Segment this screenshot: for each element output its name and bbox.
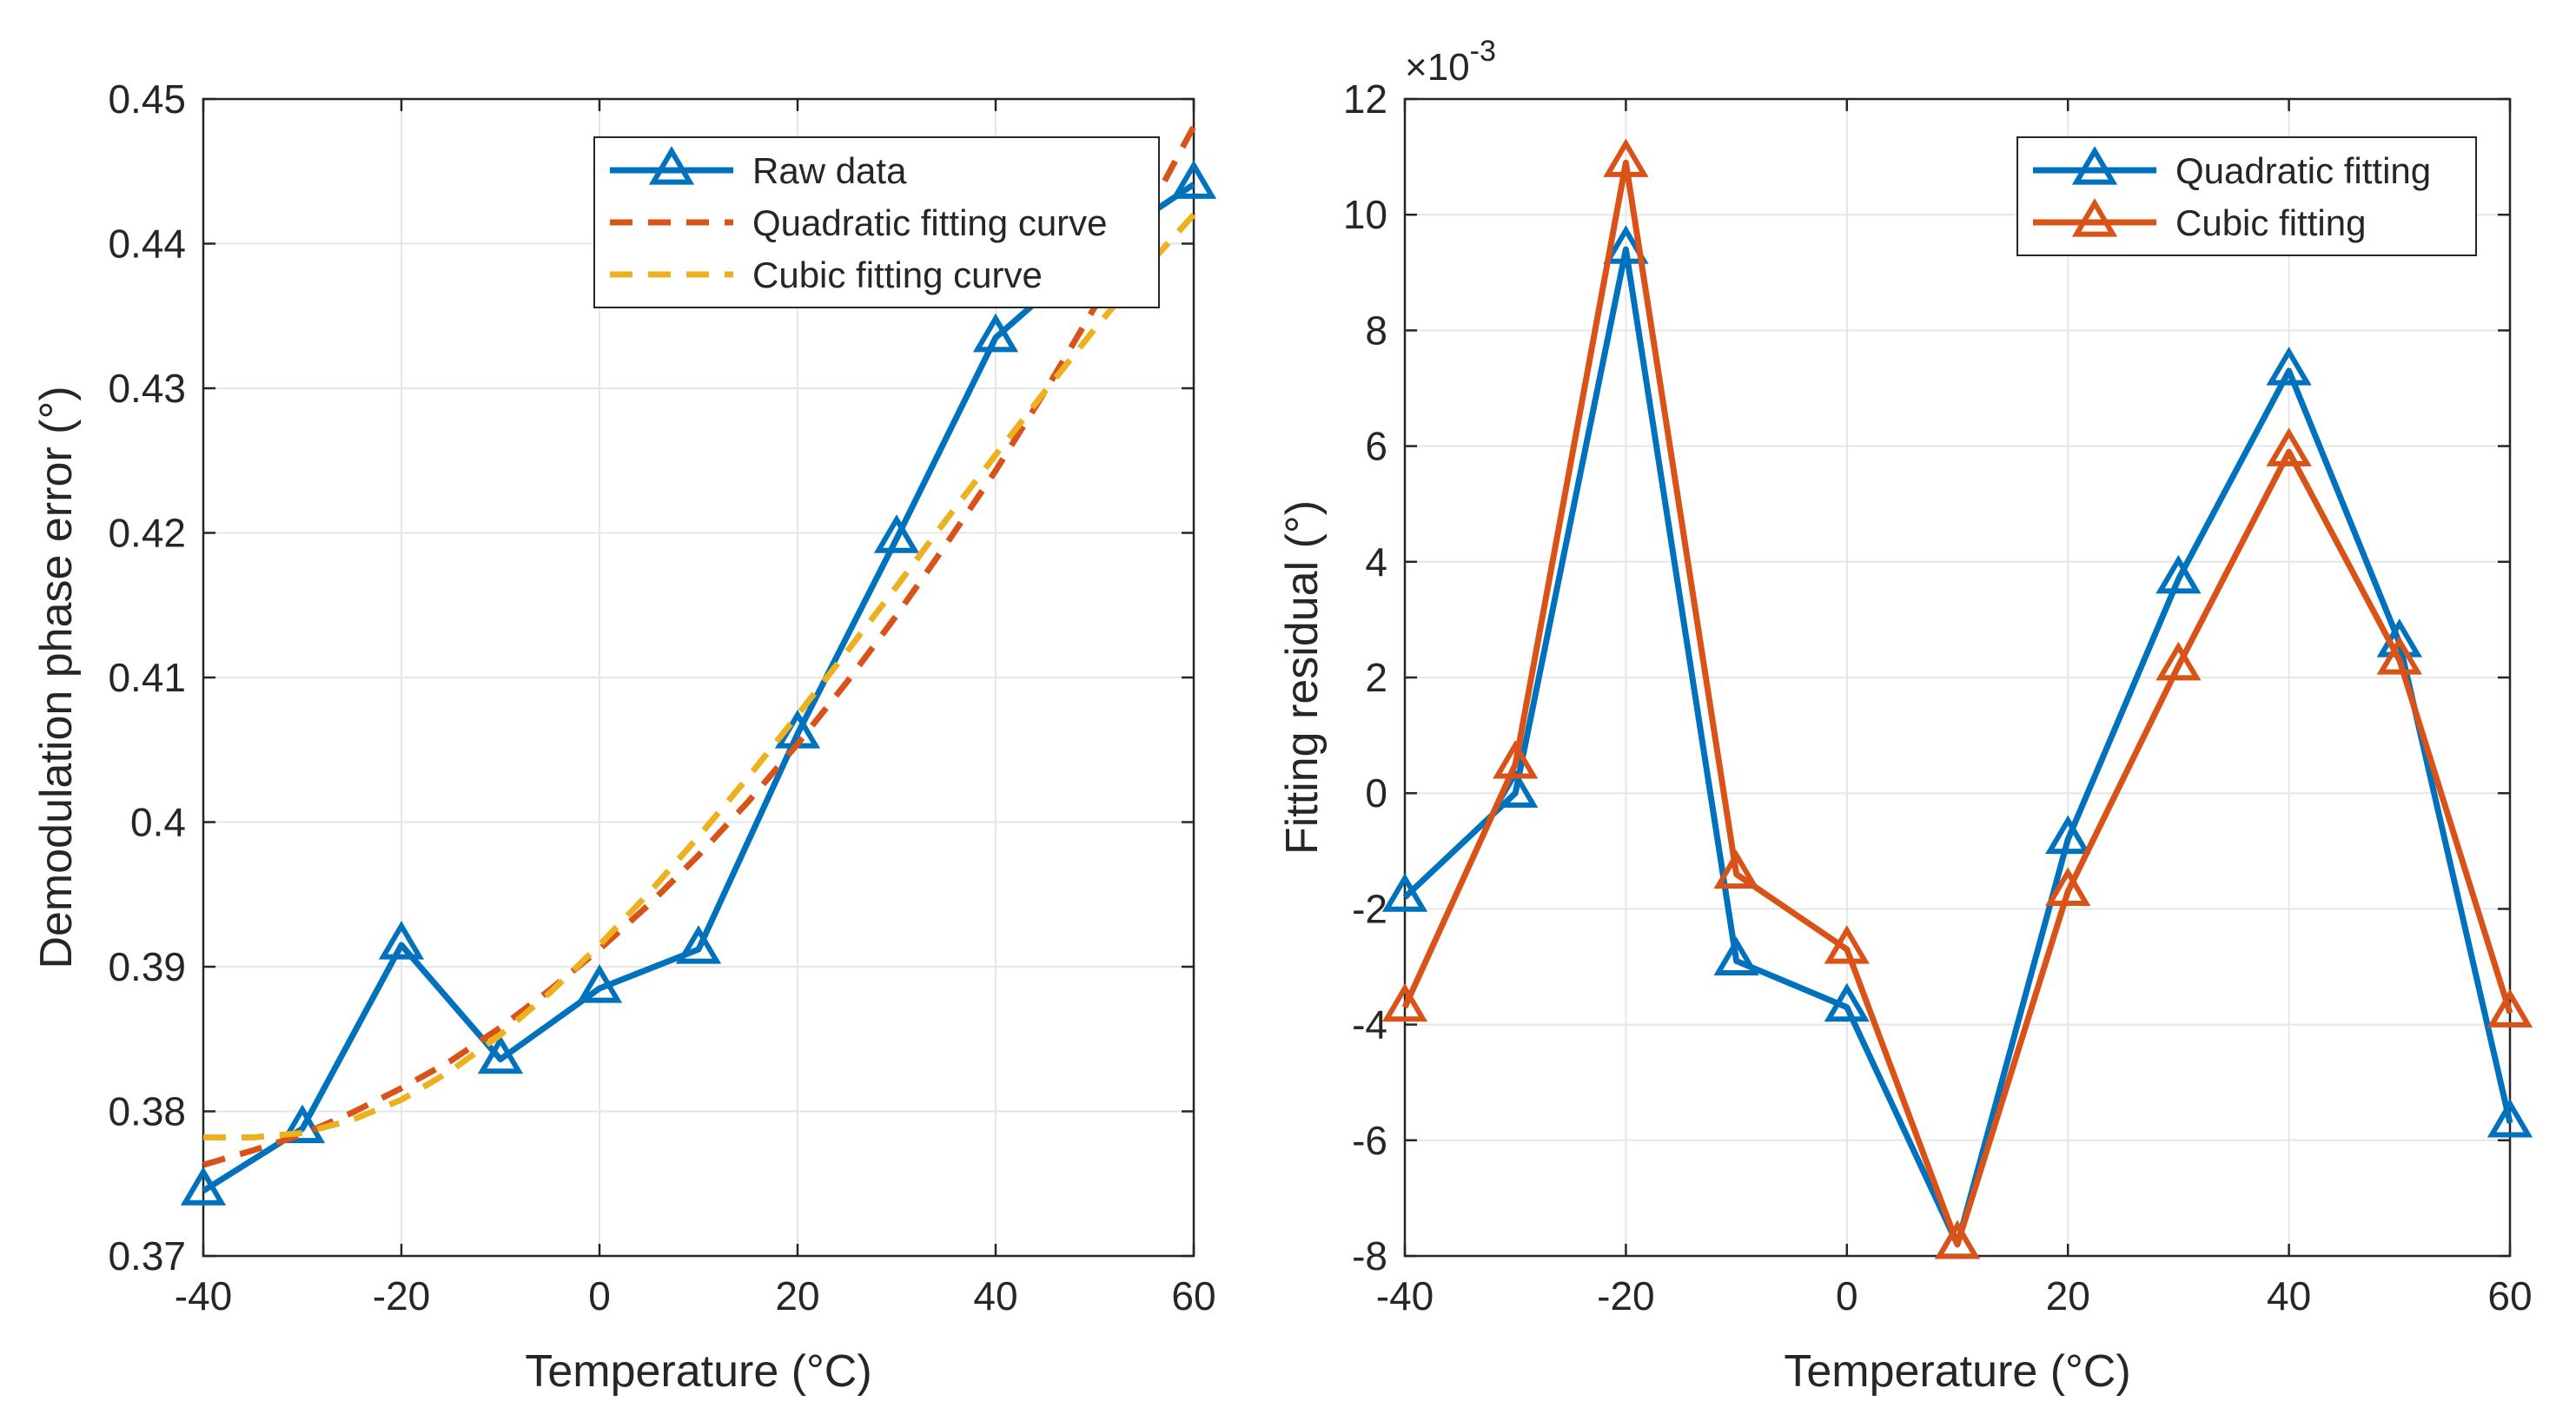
y-axis-title: Fitting residual (°) xyxy=(1277,500,1328,855)
legend-label: Quadratic fitting xyxy=(2175,150,2431,191)
y-axis-title: Demodulation phase error (°) xyxy=(31,386,82,968)
x-tick-label: 60 xyxy=(2487,1273,2532,1319)
data-point-marker xyxy=(1713,936,1759,975)
x-tick-label: -20 xyxy=(373,1273,430,1319)
y-tick-label: 0.45 xyxy=(108,76,186,122)
y-tick-label: 0.37 xyxy=(108,1233,186,1279)
y-tick-label: 0.41 xyxy=(108,655,186,700)
data-point-marker xyxy=(180,1167,227,1206)
x-tick-label: 20 xyxy=(2046,1273,2090,1319)
data-point-marker xyxy=(1603,225,1649,264)
x-tick-label: -40 xyxy=(1376,1273,1434,1319)
legend-label: Cubic fitting xyxy=(2175,202,2366,243)
axis-exponent-label: ×10-3 xyxy=(1405,35,1496,89)
y-tick-label: 0 xyxy=(1365,770,1387,816)
x-tick-label: 40 xyxy=(973,1273,1017,1319)
x-tick-label: -20 xyxy=(1597,1273,1654,1319)
legend-marker xyxy=(2071,146,2118,185)
y-tick-label: -8 xyxy=(1352,1233,1387,1279)
data-point-marker xyxy=(2487,1098,2533,1138)
x-tick-label: -40 xyxy=(175,1273,232,1319)
data-point-marker xyxy=(972,313,1019,353)
series-line-cubic-fitting-curve xyxy=(203,212,1196,1140)
data-point-marker xyxy=(477,1034,524,1074)
x-tick-label: 40 xyxy=(2267,1273,2311,1319)
data-point-marker xyxy=(1381,873,1428,912)
y-tick-label: 10 xyxy=(1343,192,1387,237)
data-point-marker xyxy=(1713,849,1759,889)
data-point-marker xyxy=(576,964,623,1003)
legend: Quadratic fitting Cubic fitting xyxy=(2016,136,2477,256)
data-point-marker xyxy=(2266,347,2312,386)
legend-marker xyxy=(648,146,695,185)
series-line-cubic-fitting xyxy=(1401,159,2513,1248)
y-tick-label: -4 xyxy=(1352,1002,1387,1048)
legend-label: Quadratic fitting curve xyxy=(752,202,1108,243)
legend: Raw data Quadratic fitting curve Cubic fit… xyxy=(593,136,1160,308)
exponent-base: ×10 xyxy=(1405,46,1470,89)
y-tick-label: 0.38 xyxy=(108,1089,186,1134)
data-point-marker xyxy=(1824,925,1870,964)
series-line-quadratic-fitting-curve xyxy=(202,124,1197,1168)
y-tick-label: -2 xyxy=(1352,886,1387,931)
right-chart-fitting-residual: -40 -20 0 20 40 60-8-6-4-2024681012Temperatur… xyxy=(1277,35,2533,1397)
x-axis-title: Temperature (°C) xyxy=(525,1346,871,1397)
data-point-marker xyxy=(1381,982,1428,1022)
left-chart-phase-error: -40 -20 0 20 40 60 0.37 0.38 0.39 0.4 0.41 0.42 0.43… xyxy=(31,76,1217,1397)
y-tick-label: 0.44 xyxy=(108,221,186,267)
data-point-marker xyxy=(2487,988,2533,1028)
data-point-marker xyxy=(2376,636,2422,675)
x-tick-label: 20 xyxy=(775,1273,819,1319)
data-point-marker xyxy=(279,1104,326,1144)
series-line-quadratic-fitting xyxy=(1402,246,2513,1248)
exponent-power: -3 xyxy=(1470,35,1496,68)
y-tick-label: 12 xyxy=(1343,76,1387,122)
y-tick-label: -6 xyxy=(1352,1118,1387,1163)
x-tick-label: 0 xyxy=(588,1273,611,1319)
y-tick-label: 2 xyxy=(1365,655,1387,700)
x-tick-label: 0 xyxy=(1836,1273,1858,1319)
data-point-marker xyxy=(378,921,425,960)
series-line-raw-data xyxy=(202,182,1195,1194)
y-tick-label: 8 xyxy=(1365,307,1387,353)
y-tick-label: 4 xyxy=(1365,539,1387,585)
y-tick-label: 0.4 xyxy=(130,800,186,845)
data-point-marker xyxy=(1170,160,1217,199)
y-tick-label: 0.42 xyxy=(108,511,186,556)
data-point-marker xyxy=(1493,739,1539,779)
data-point-marker xyxy=(1824,982,1870,1022)
data-point-marker xyxy=(675,925,722,964)
data-point-marker xyxy=(2045,815,2091,855)
data-point-marker xyxy=(2155,554,2202,594)
legend-label: Raw data xyxy=(752,150,907,191)
data-point-marker xyxy=(1934,1219,1981,1259)
y-tick-label: 6 xyxy=(1365,424,1387,469)
data-point-marker xyxy=(2045,867,2091,907)
y-tick-label: 0.43 xyxy=(108,366,186,411)
x-axis-title: Temperature (°C) xyxy=(1784,1346,2130,1397)
data-point-marker xyxy=(1603,138,1649,177)
x-tick-label: 60 xyxy=(1171,1273,1215,1319)
y-tick-label: 0.39 xyxy=(108,944,186,989)
legend-marker xyxy=(2071,198,2118,237)
data-point-marker xyxy=(2155,641,2202,681)
legend-label: Cubic fitting curve xyxy=(752,254,1043,295)
data-point-marker xyxy=(2266,427,2312,466)
data-point-marker xyxy=(873,514,920,553)
